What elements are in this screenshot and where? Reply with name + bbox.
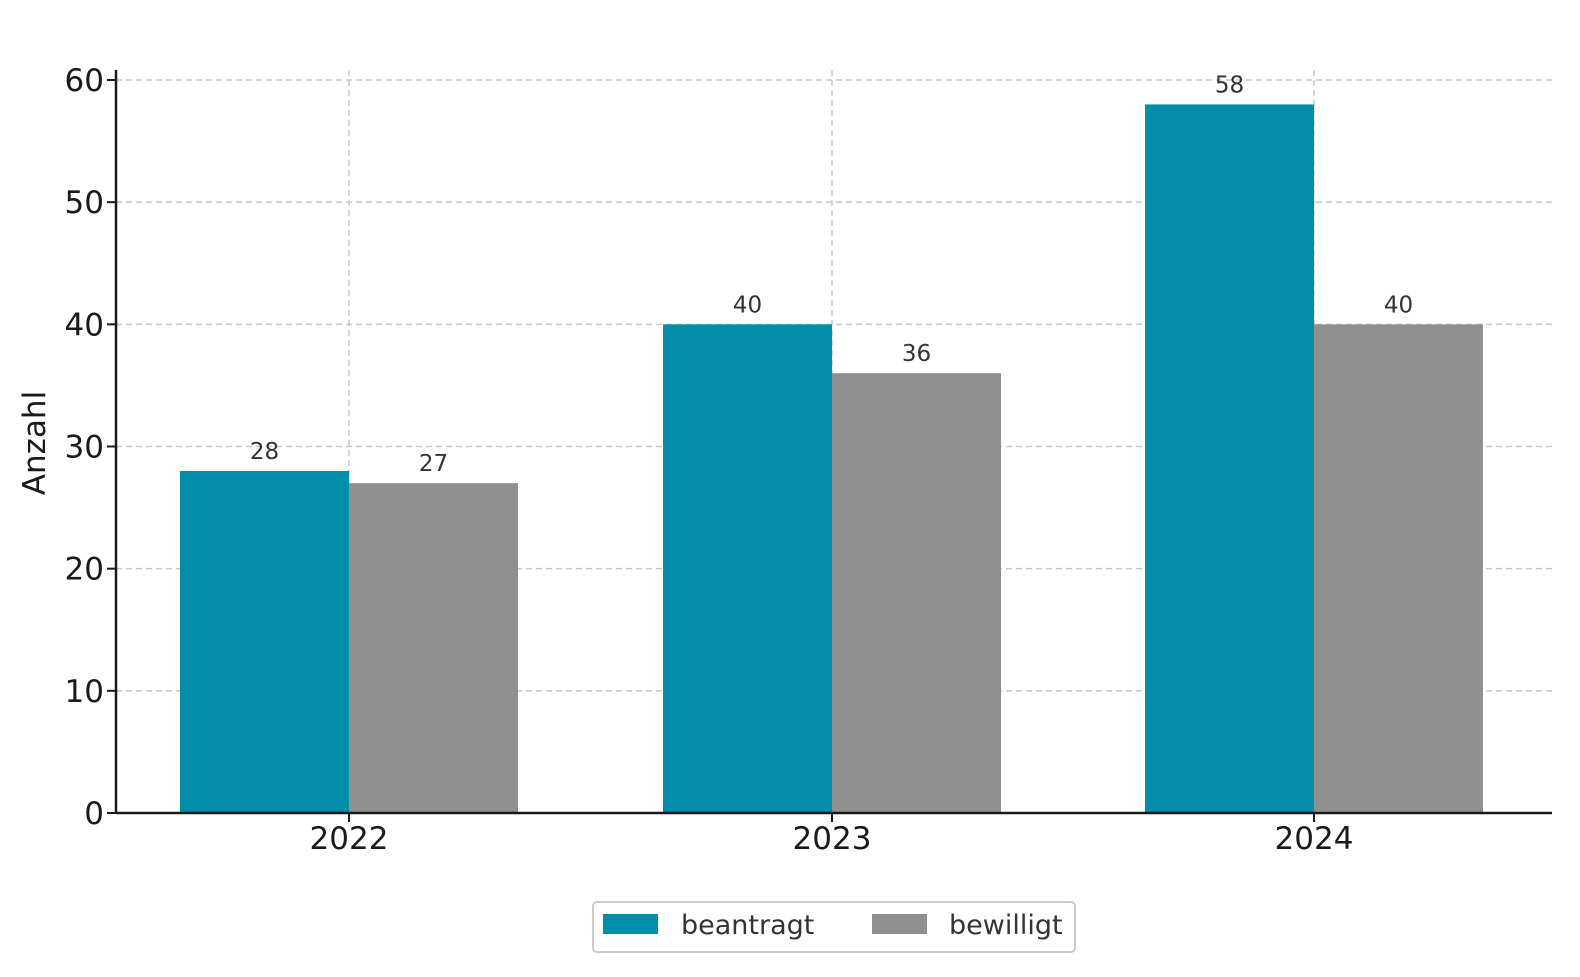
data-label-bewilligt-2024: 40 <box>1384 292 1413 318</box>
y-tick-label: 60 <box>65 63 104 99</box>
data-label-bewilligt-2022: 27 <box>419 451 448 477</box>
x-tick-label: 2022 <box>310 821 389 857</box>
bar-bewilligt-2022 <box>349 483 518 813</box>
bars <box>180 104 1483 813</box>
y-tick-label: 40 <box>65 307 104 343</box>
legend-swatch-bewilligt <box>872 914 927 934</box>
y-tick-label: 30 <box>65 430 104 466</box>
legend: beantragt bewilligt <box>592 901 1076 953</box>
bar-beantragt-2024 <box>1145 104 1314 813</box>
data-label-bewilligt-2023: 36 <box>902 341 931 367</box>
bar-bewilligt-2023 <box>832 373 1001 813</box>
y-ticks: 0 10 20 30 40 50 60 <box>65 63 116 832</box>
bar-beantragt-2023 <box>663 324 832 813</box>
data-labels: 28 40 58 27 36 40 <box>250 72 1413 477</box>
bar-beantragt-2022 <box>180 470 349 813</box>
data-label-beantragt-2024: 58 <box>1215 72 1244 98</box>
y-tick-label: 0 <box>84 796 104 832</box>
legend-frame <box>592 901 1076 953</box>
y-tick-label: 50 <box>65 185 104 221</box>
y-axis-title: Anzahl <box>17 391 53 495</box>
axes <box>114 70 1552 815</box>
x-ticks: 2022 2023 2024 <box>310 813 1354 857</box>
legend-swatch-beantragt <box>603 914 658 934</box>
y-tick-label: 10 <box>65 674 104 710</box>
legend-label-beantragt: beantragt <box>681 910 814 941</box>
bar-bewilligt-2024 <box>1314 324 1483 813</box>
y-tick-label: 20 <box>65 552 104 588</box>
legend-label-bewilligt: bewilligt <box>949 910 1063 941</box>
x-tick-label: 2023 <box>793 821 872 857</box>
data-label-beantragt-2022: 28 <box>250 439 279 465</box>
data-label-beantragt-2023: 40 <box>733 292 762 318</box>
x-tick-label: 2024 <box>1275 821 1354 857</box>
